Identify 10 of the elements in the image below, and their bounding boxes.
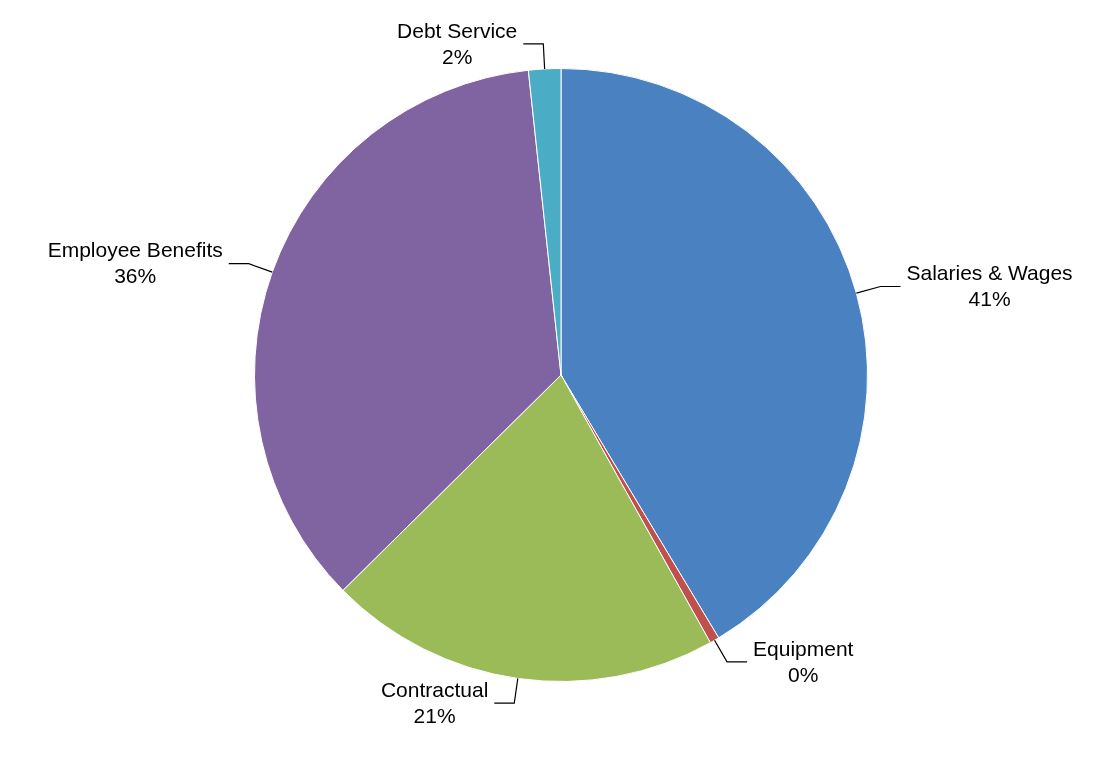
data-label: 21% bbox=[413, 703, 456, 727]
slice-label: Debt Service bbox=[397, 18, 518, 42]
data-label: 36% bbox=[114, 264, 157, 288]
data-label: 2% bbox=[442, 44, 473, 68]
slice-label: Equipment bbox=[753, 636, 854, 660]
data-label: 41% bbox=[968, 287, 1011, 311]
slice-label: Salaries & Wages bbox=[906, 261, 1073, 285]
slice-label: Contractual bbox=[380, 677, 489, 701]
slice-label: Employee Benefits bbox=[47, 238, 223, 262]
data-label: 0% bbox=[788, 662, 819, 686]
